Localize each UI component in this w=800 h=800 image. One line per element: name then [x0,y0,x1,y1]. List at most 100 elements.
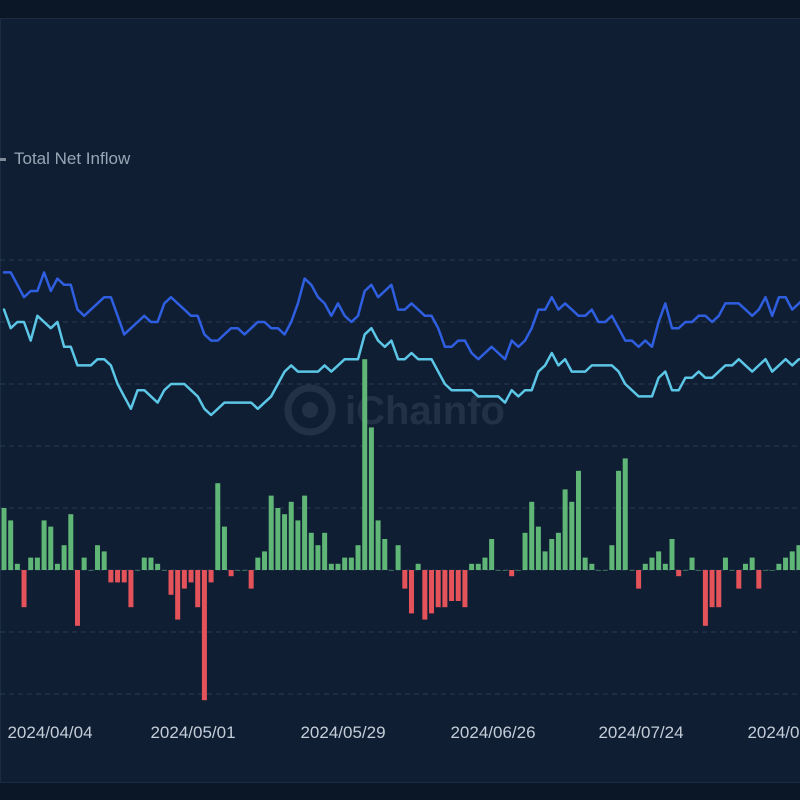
bar [175,570,181,620]
bar [776,563,782,570]
bar [68,514,74,570]
bar [388,570,394,571]
bar [642,563,648,570]
x-tick-label: 2024/08/21 [747,723,800,742]
bar [402,570,408,589]
bar [362,359,368,570]
bar [742,563,748,570]
bar [315,545,321,570]
bar [582,557,588,570]
bar [322,532,328,570]
bar [736,570,742,589]
bar [656,551,662,570]
bar [382,539,388,570]
bar [395,545,401,570]
bar [335,563,341,570]
bar [255,557,261,570]
bar [722,557,728,570]
bar [475,563,481,570]
bar [429,570,435,614]
bar [101,551,107,570]
bar [275,508,281,570]
bar [602,570,608,571]
bar [308,532,314,570]
bar [449,570,455,601]
bar [241,570,247,571]
bar [549,539,555,570]
bar [54,563,60,570]
bar [88,570,94,571]
bar [342,557,348,570]
bar [415,563,421,570]
bar [228,570,234,577]
bar [328,563,334,570]
bar [208,570,214,583]
bar [636,570,642,589]
bar [629,570,635,571]
legend[interactable]: Total Net Inflow [0,149,130,169]
bar [716,570,722,608]
bar [201,570,207,701]
bar [575,470,581,570]
bar [128,570,134,608]
bar [596,570,602,571]
bar [368,427,374,570]
bar-series [1,359,800,701]
line-series [2,271,800,417]
bar [769,570,775,571]
bar [8,520,14,570]
x-tick-label: 2024/07/24 [598,723,683,742]
bar [355,545,361,570]
bar [375,520,381,570]
bar [482,557,488,570]
bar [155,563,161,570]
bar [616,470,622,570]
bar [502,570,508,571]
bar [455,570,461,601]
bar [515,570,521,571]
bar [48,526,54,570]
bar [135,570,141,571]
bar [662,563,668,570]
bar [422,570,428,620]
bar [489,539,495,570]
bar [161,570,167,571]
bar [522,532,528,570]
bar [529,501,535,570]
line-series-b [2,308,800,417]
bar [188,570,194,583]
x-axis-ticks: 2024/04/04 2024/05/01 2024/05/29 2024/06/26… [7,723,800,742]
bar [348,557,354,570]
bar [729,570,735,571]
bar [789,551,795,570]
bar [408,570,414,614]
bar [121,570,127,583]
bar [676,570,682,577]
bar [569,501,575,570]
bar [696,570,702,571]
bar [689,557,695,570]
bar [34,557,40,570]
bar [28,557,34,570]
bar [495,570,501,571]
bar [295,520,301,570]
bar [562,489,568,570]
bar [41,520,47,570]
bar [535,526,541,570]
bar [609,545,615,570]
bar [509,570,515,577]
line-series-a [2,271,800,361]
watermark: iChainfo [284,384,505,436]
bar [442,570,448,608]
bar [796,545,800,570]
bar [262,551,268,570]
bar [555,532,561,570]
bar [108,570,114,583]
bar [235,570,241,571]
bar [268,495,274,570]
bar [195,570,201,608]
bar [74,570,80,626]
bar [248,570,254,589]
bar [669,539,675,570]
